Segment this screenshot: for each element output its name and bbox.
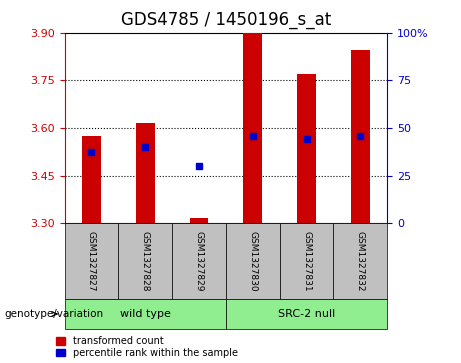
Text: GSM1327831: GSM1327831 <box>302 231 311 292</box>
Text: GSM1327832: GSM1327832 <box>356 231 365 291</box>
Text: GSM1327827: GSM1327827 <box>87 231 96 291</box>
Text: wild type: wild type <box>120 309 171 319</box>
Bar <box>243 33 262 223</box>
Bar <box>189 219 208 223</box>
Text: GSM1327828: GSM1327828 <box>141 231 150 291</box>
Bar <box>297 74 316 223</box>
Bar <box>351 50 370 223</box>
Text: GSM1327830: GSM1327830 <box>248 231 257 292</box>
Text: GSM1327829: GSM1327829 <box>195 231 203 291</box>
Bar <box>136 123 154 223</box>
Text: genotype/variation: genotype/variation <box>5 309 104 319</box>
Legend: transformed count, percentile rank within the sample: transformed count, percentile rank withi… <box>56 336 238 358</box>
Bar <box>82 136 101 223</box>
Text: SRC-2 null: SRC-2 null <box>278 309 335 319</box>
Title: GDS4785 / 1450196_s_at: GDS4785 / 1450196_s_at <box>121 11 331 29</box>
